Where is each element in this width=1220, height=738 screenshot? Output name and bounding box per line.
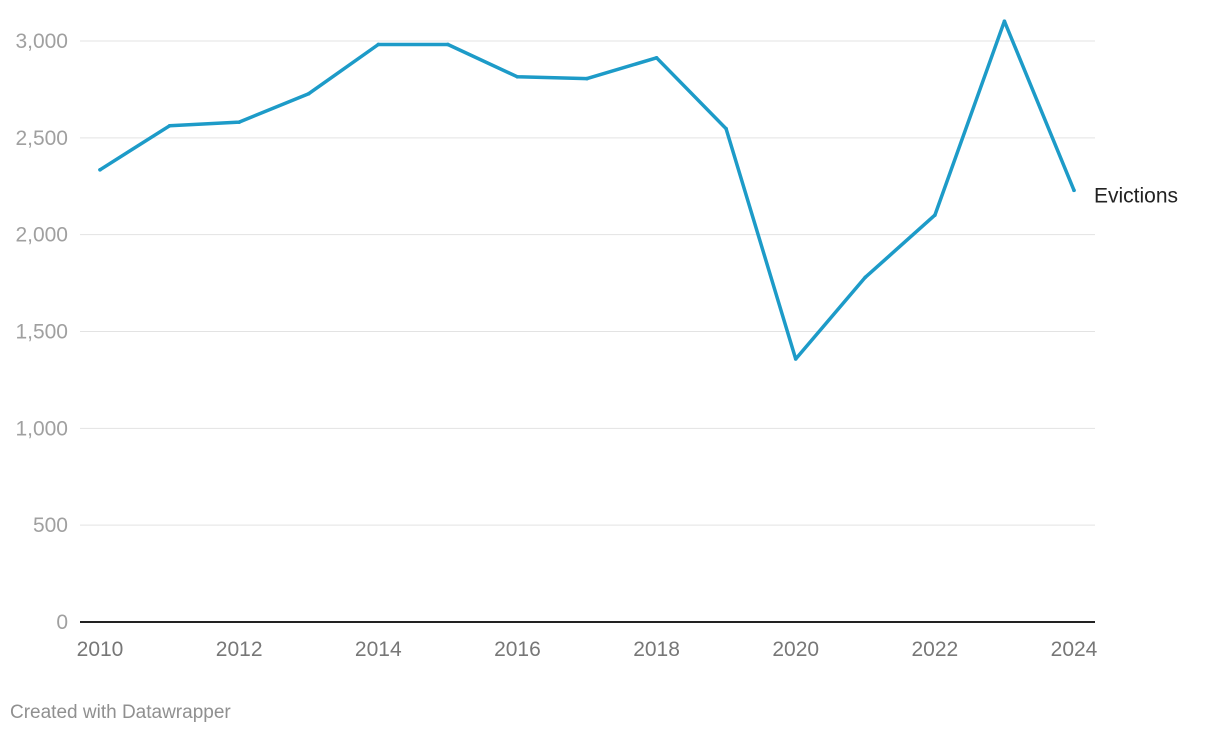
x-tick-label: 2010 [77,638,124,661]
y-tick-label: 1,500 [15,321,68,344]
y-tick-label: 500 [33,514,68,537]
x-tick-label: 2024 [1051,638,1098,661]
y-tick-label: 1,000 [15,417,68,440]
series-label: Evictions [1094,184,1178,207]
y-tick-label: 2,000 [15,224,68,247]
data-point [585,76,589,81]
data-point [446,42,450,47]
data-point [1002,19,1007,24]
data-point [515,75,520,79]
x-tick-label: 2016 [494,638,541,661]
series-line-evictions [98,19,1076,361]
x-tick-label: 2012 [216,638,263,661]
data-point [1072,188,1076,193]
data-point [167,124,172,128]
data-point [654,56,659,60]
data-point [933,213,937,217]
x-tick-label: 2014 [355,638,402,661]
credit-footer: Created with Datawrapper [10,702,231,723]
data-point [237,120,241,124]
data-point [306,91,311,96]
x-tick-label: 2022 [911,638,958,661]
data-point [98,167,102,172]
data-point [724,126,728,131]
y-tick-label: 2,500 [15,127,68,150]
data-point [793,357,798,361]
data-point [376,42,381,47]
x-tick-label: 2020 [772,638,819,661]
y-tick-label: 3,000 [15,30,68,53]
x-tick-label: 2018 [633,638,680,661]
y-tick-label: 0 [56,611,68,634]
data-point [863,275,868,280]
line-chart: 0 500 1,000 1,500 2,000 2,500 3,000 2010 2012 201… [15,19,1178,661]
